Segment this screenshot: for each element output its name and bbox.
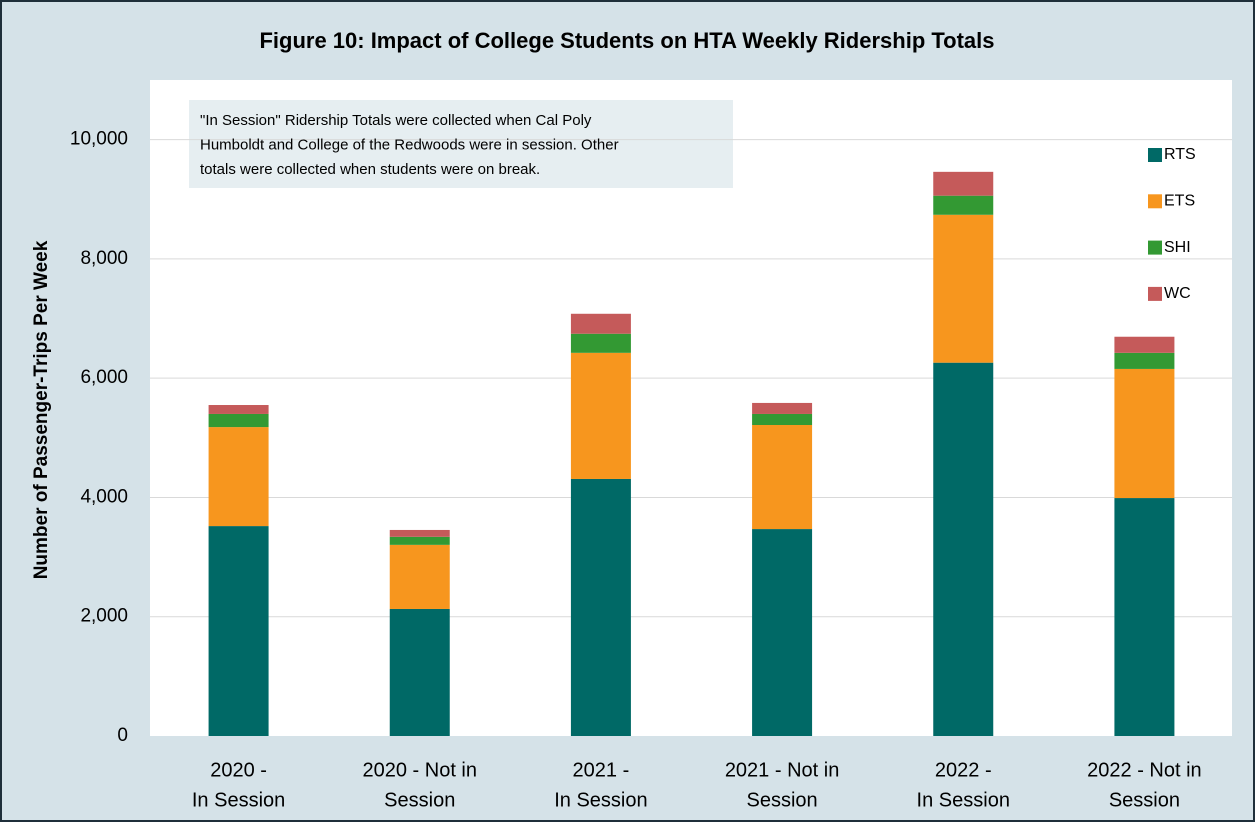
legend-label: WC <box>1164 285 1191 302</box>
x-tick-label: 2020 - <box>210 759 267 781</box>
legend-label: ETS <box>1164 193 1195 210</box>
bar-segment <box>570 478 631 736</box>
chart-title: Figure 10: Impact of College Students on… <box>259 28 994 53</box>
x-tick-label: 2020 - Not in <box>362 759 477 781</box>
legend-swatch <box>1148 286 1162 301</box>
bar-segment <box>752 529 813 736</box>
y-tick-label: 0 <box>117 725 128 746</box>
annotation-text: totals were collected when students were… <box>200 161 540 178</box>
bar-segment <box>933 171 994 196</box>
bar-segment <box>208 526 269 736</box>
legend-label: SHI <box>1164 239 1191 256</box>
annotation-text: Humboldt and College of the Redwoods wer… <box>200 136 619 153</box>
bar-segment <box>1114 498 1175 736</box>
bar-segment <box>389 608 450 736</box>
legend-swatch <box>1148 148 1162 162</box>
bar-segment <box>208 413 269 428</box>
bar-segment <box>933 362 994 736</box>
x-tick-label: 2021 - <box>573 759 630 781</box>
x-tick-label: 2021 - Not in <box>725 759 840 781</box>
bar-segment <box>1114 336 1175 353</box>
bar-segment <box>933 195 994 215</box>
bar-segment <box>570 352 631 479</box>
y-tick-label: 6,000 <box>80 367 128 388</box>
x-tick-label: 2022 - <box>935 759 992 781</box>
legend-swatch <box>1148 194 1162 209</box>
y-tick-label: 4,000 <box>80 486 128 507</box>
bar-segment <box>389 544 450 609</box>
y-tick-label: 10,000 <box>70 129 128 150</box>
x-tick-label: Session <box>384 789 455 811</box>
y-axis-label: Number of Passenger-Trips Per Week <box>31 240 52 579</box>
bar-segment <box>752 402 813 414</box>
bar-segment <box>752 413 813 425</box>
bar-segment <box>1114 352 1175 369</box>
plot-area <box>150 80 1232 736</box>
annotation-text: "In Session" Ridership Totals were colle… <box>200 112 592 129</box>
annotation-box <box>189 100 733 188</box>
bar-segment <box>389 536 450 545</box>
bar-segment <box>570 333 631 353</box>
legend-label: RTS <box>1164 146 1196 163</box>
x-tick-label: In Session <box>554 789 647 811</box>
bar-segment <box>933 214 994 363</box>
x-tick-label: Session <box>747 789 818 811</box>
bar-segment <box>208 427 269 527</box>
x-tick-label: Session <box>1109 789 1180 811</box>
bar-segment <box>752 424 813 530</box>
x-tick-label: In Session <box>917 789 1010 811</box>
y-tick-label: 8,000 <box>80 248 128 269</box>
x-tick-label: In Session <box>192 789 285 811</box>
x-tick-label: 2022 - Not in <box>1087 759 1202 781</box>
bar-segment <box>570 313 631 334</box>
bar-segment <box>1114 368 1175 499</box>
bar-segment <box>389 529 450 537</box>
y-tick-label: 2,000 <box>80 606 128 627</box>
bar-segment <box>208 405 269 414</box>
legend-swatch <box>1148 240 1162 255</box>
